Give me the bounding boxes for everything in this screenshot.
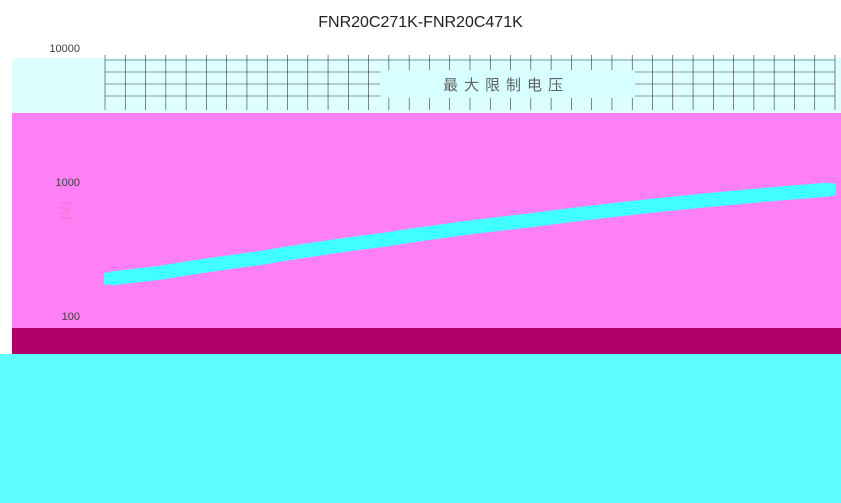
series-point bbox=[228, 255, 241, 268]
series-point bbox=[377, 233, 390, 246]
series-point bbox=[749, 189, 762, 202]
y-tick-label: 1000 bbox=[56, 177, 80, 189]
series-point bbox=[128, 269, 141, 282]
series-point bbox=[401, 230, 414, 243]
series-point bbox=[575, 207, 588, 220]
y-axis-ticks: 10000 1000 100 bbox=[49, 43, 80, 323]
lower-band bbox=[12, 328, 841, 354]
series-point bbox=[774, 187, 787, 200]
legend-label: 最大限制电压 bbox=[443, 76, 569, 94]
series-group bbox=[104, 182, 836, 286]
series-point bbox=[451, 223, 464, 236]
series-point bbox=[476, 219, 489, 232]
series-point bbox=[625, 201, 638, 214]
series-point bbox=[178, 262, 191, 275]
series-point bbox=[650, 199, 663, 212]
series-point bbox=[277, 248, 290, 261]
series-point bbox=[675, 196, 688, 209]
series-point bbox=[203, 259, 216, 272]
y-tick-label: 10000 bbox=[49, 43, 80, 55]
bottom-band bbox=[0, 354, 841, 503]
series-point bbox=[799, 185, 812, 198]
series-point bbox=[104, 272, 116, 285]
chart-title: FNR20C271K-FNR20C471K bbox=[318, 14, 523, 31]
y-tick-label: 100 bbox=[62, 311, 80, 323]
series-point bbox=[824, 183, 836, 196]
series-point bbox=[699, 194, 712, 207]
series-point bbox=[526, 214, 539, 227]
y-axis-label: (V) bbox=[59, 201, 74, 220]
series-point bbox=[153, 266, 166, 279]
series-point bbox=[352, 237, 365, 250]
plot-background bbox=[12, 113, 841, 328]
series-point bbox=[600, 204, 613, 217]
series-point bbox=[426, 226, 439, 239]
legend-box bbox=[380, 70, 635, 98]
series-point bbox=[327, 240, 340, 253]
series-point bbox=[724, 191, 737, 204]
series-point bbox=[302, 244, 315, 257]
series-point bbox=[252, 252, 265, 265]
series-point bbox=[501, 216, 514, 229]
series-point bbox=[550, 210, 563, 223]
